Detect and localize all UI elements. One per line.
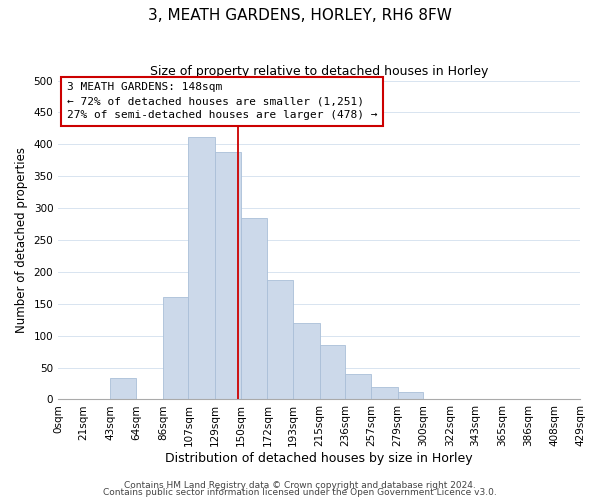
Y-axis label: Number of detached properties: Number of detached properties	[15, 147, 28, 333]
Text: Contains HM Land Registry data © Crown copyright and database right 2024.: Contains HM Land Registry data © Crown c…	[124, 480, 476, 490]
Bar	[371, 386, 398, 400]
Bar	[268, 280, 293, 400]
Bar	[293, 323, 320, 400]
Title: Size of property relative to detached houses in Horley: Size of property relative to detached ho…	[150, 65, 488, 78]
Text: Contains public sector information licensed under the Open Government Licence v3: Contains public sector information licen…	[103, 488, 497, 497]
Text: 3 MEATH GARDENS: 148sqm
← 72% of detached houses are smaller (1,251)
27% of semi: 3 MEATH GARDENS: 148sqm ← 72% of detache…	[67, 82, 377, 120]
Text: 3, MEATH GARDENS, HORLEY, RH6 8FW: 3, MEATH GARDENS, HORLEY, RH6 8FW	[148, 8, 452, 22]
Bar	[110, 378, 136, 400]
X-axis label: Distribution of detached houses by size in Horley: Distribution of detached houses by size …	[165, 452, 473, 465]
Bar	[163, 298, 188, 400]
Bar	[320, 345, 345, 400]
Bar	[241, 218, 268, 400]
Bar	[188, 136, 215, 400]
Bar	[345, 374, 371, 400]
Bar	[215, 152, 241, 400]
Bar	[398, 392, 423, 400]
